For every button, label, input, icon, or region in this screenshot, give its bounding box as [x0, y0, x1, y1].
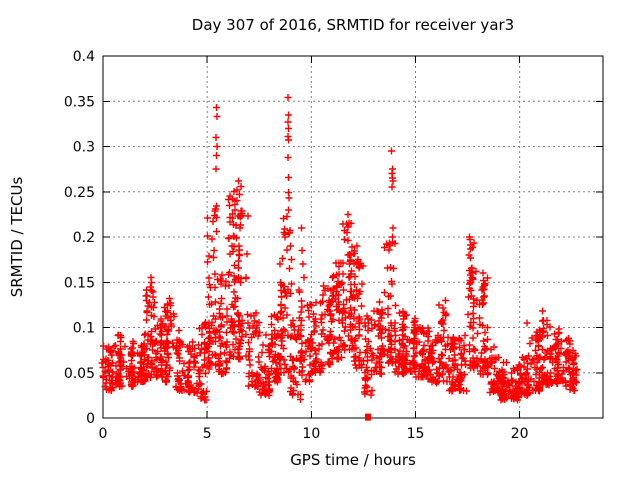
y-tick-label: 0.35 [64, 94, 95, 110]
x-tick-label: 15 [407, 426, 425, 442]
y-axis-label: SRMTID / TECUs [8, 177, 26, 298]
filled-square-marker [365, 413, 371, 421]
grid-lines [103, 56, 603, 418]
y-tick-label: 0.1 [73, 321, 95, 337]
y-tick-label: 0.3 [73, 140, 95, 156]
x-tick-label: 5 [203, 426, 212, 442]
chart-title: Day 307 of 2016, SRMTID for receiver yar… [192, 16, 514, 34]
scatter-points [98, 94, 581, 404]
tick-labels: 0 5 10 15 20 0 0.05 0.1 0.15 0.2 0.25 0.3 0.35 0.4 [64, 49, 529, 442]
y-tick-label: 0.2 [73, 230, 95, 246]
y-tick-label: 0.25 [64, 185, 95, 201]
y-tick-label: 0 [86, 411, 95, 427]
x-tick-label: 10 [302, 426, 320, 442]
x-tick-label: 20 [511, 426, 529, 442]
y-tick-label: 0.05 [64, 366, 95, 382]
x-axis-label: GPS time / hours [290, 451, 416, 469]
y-tick-label: 0.4 [73, 49, 95, 65]
y-tick-label: 0.15 [64, 275, 95, 291]
x-tick-label: 0 [99, 426, 108, 442]
